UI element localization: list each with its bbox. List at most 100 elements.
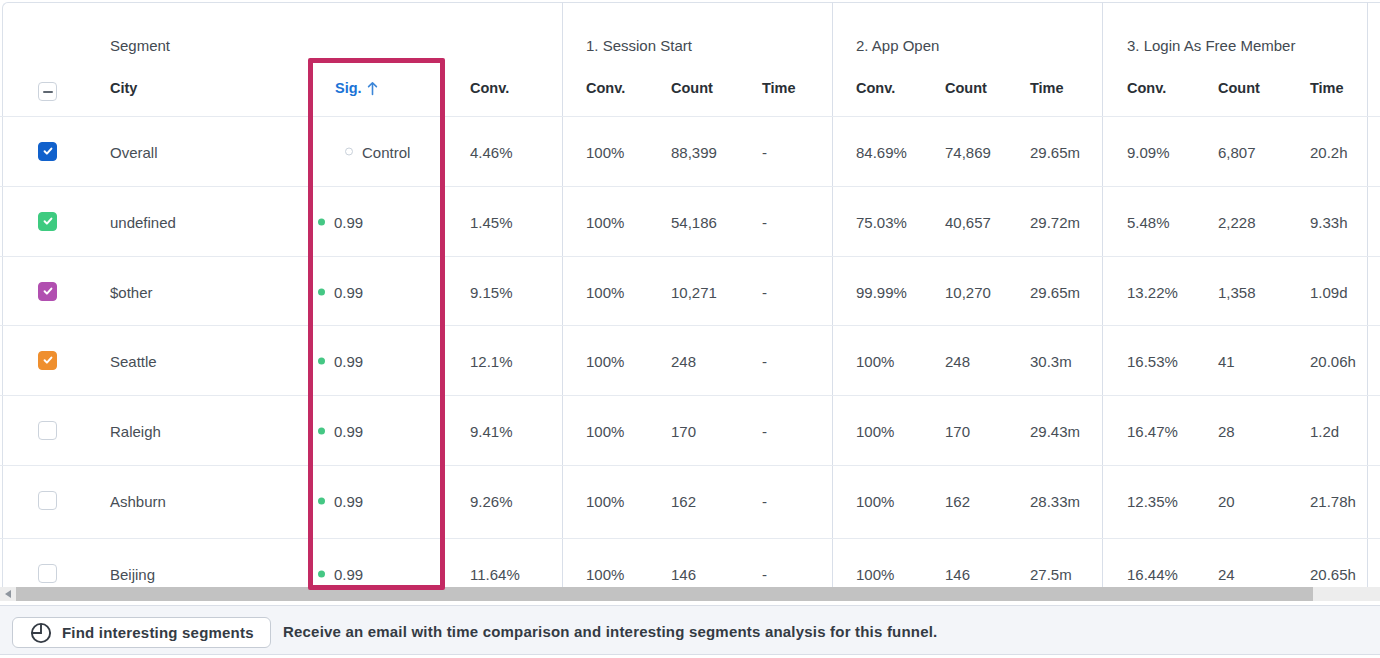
- sig-cell: 0.99: [318, 352, 363, 369]
- step-2-label: 2. App Open: [856, 37, 939, 54]
- table-row[interactable]: undefined 0.99 1.45% 100% 54,186 - 75.03…: [0, 186, 1380, 256]
- step2-count-value: 170: [945, 422, 970, 439]
- sig-label: Sig.: [335, 80, 362, 96]
- footer-message: Receive an email with time comparison an…: [283, 606, 937, 656]
- step2-conv-value: 84.69%: [856, 143, 907, 160]
- step2-count-value: 74,869: [945, 143, 991, 160]
- column-header-city[interactable]: City: [110, 80, 137, 96]
- step2-count-value: 248: [945, 352, 970, 369]
- column-header-step3-count[interactable]: Count: [1218, 80, 1260, 96]
- column-header-conv[interactable]: Conv.: [470, 80, 509, 96]
- table-row[interactable]: Overall Control 4.46% 100% 88,399 - 84.6…: [0, 116, 1380, 186]
- step3-count-value: 41: [1218, 352, 1235, 369]
- step3-conv-value: 9.09%: [1127, 143, 1170, 160]
- step2-time-value: 28.33m: [1030, 492, 1080, 509]
- step1-conv-value: 100%: [586, 492, 624, 509]
- step1-count-value: 248: [671, 352, 696, 369]
- sig-value: 0.99: [334, 283, 363, 300]
- sig-value: 0.99: [334, 422, 363, 439]
- step2-conv-value: 100%: [856, 492, 894, 509]
- column-header-step2-conv[interactable]: Conv.: [856, 80, 895, 96]
- step3-time-value: 21.78h: [1310, 492, 1356, 509]
- segment-city: Seattle: [110, 352, 157, 369]
- step1-time-value: -: [762, 213, 767, 230]
- step2-count-value: 162: [945, 492, 970, 509]
- step1-count-value: 10,271: [671, 283, 717, 300]
- step1-conv-value: 100%: [586, 422, 624, 439]
- select-all-checkbox[interactable]: [38, 82, 57, 101]
- segment-city: $other: [110, 283, 153, 300]
- segment-city: Beijing: [110, 565, 155, 582]
- step1-time-value: -: [762, 283, 767, 300]
- checkmark-icon: [42, 215, 54, 227]
- scroll-left-arrow-icon[interactable]: [5, 590, 11, 598]
- overall-conv-value: 11.64%: [470, 565, 520, 582]
- column-header-step3-conv[interactable]: Conv.: [1127, 80, 1166, 96]
- row-checkbox[interactable]: [38, 142, 57, 161]
- sig-value: 0.99: [334, 565, 363, 582]
- table-row[interactable]: Ashburn 0.99 9.26% 100% 162 - 100% 162 2…: [0, 465, 1380, 535]
- table-header: Segment 1. Session Start 2. App Open 3. …: [0, 0, 1380, 114]
- step3-count-value: 28: [1218, 422, 1235, 439]
- find-interesting-segments-button[interactable]: Find interesting segments: [12, 617, 271, 648]
- step1-count-value: 146: [671, 565, 696, 582]
- step3-time-value: 20.65h: [1310, 565, 1356, 582]
- row-checkbox[interactable]: [38, 351, 57, 370]
- row-checkbox[interactable]: [38, 491, 57, 510]
- table-row[interactable]: Seattle 0.99 12.1% 100% 248 - 100% 248 3…: [0, 325, 1380, 395]
- step1-conv-value: 100%: [586, 213, 624, 230]
- step2-conv-value: 99.99%: [856, 283, 907, 300]
- overall-conv-value: 9.41%: [470, 422, 513, 439]
- step1-conv-value: 100%: [586, 565, 624, 582]
- step1-count-value: 170: [671, 422, 696, 439]
- table-row[interactable]: Raleigh 0.99 9.41% 100% 170 - 100% 170 2…: [0, 395, 1380, 465]
- segment-pie-icon: [29, 621, 53, 645]
- step3-time-value: 1.09d: [1310, 283, 1348, 300]
- column-header-step2-time[interactable]: Time: [1030, 80, 1064, 96]
- step2-time-value: 29.72m: [1030, 213, 1080, 230]
- step1-time-value: -: [762, 422, 767, 439]
- step1-conv-value: 100%: [586, 143, 624, 160]
- sig-cell: 0.99: [318, 492, 363, 509]
- step1-conv-value: 100%: [586, 283, 624, 300]
- sig-cell: 0.99: [318, 283, 363, 300]
- column-header-step3-time[interactable]: Time: [1310, 80, 1344, 96]
- step1-conv-value: 100%: [586, 352, 624, 369]
- step-1-label: 1. Session Start: [586, 37, 692, 54]
- step3-time-value: 1.2d: [1310, 422, 1339, 439]
- row-checkbox[interactable]: [38, 564, 57, 583]
- find-button-label: Find interesting segments: [62, 624, 254, 641]
- sig-dot-icon: [318, 288, 325, 295]
- sig-dot-icon: [318, 427, 325, 434]
- column-header-step1-time[interactable]: Time: [762, 80, 796, 96]
- indeterminate-minus-icon: [43, 91, 53, 93]
- step3-time-value: 20.2h: [1310, 143, 1348, 160]
- step3-count-value: 1,358: [1218, 283, 1256, 300]
- step2-count-value: 146: [945, 565, 970, 582]
- step3-count-value: 2,228: [1218, 213, 1256, 230]
- step3-conv-value: 16.44%: [1127, 565, 1178, 582]
- scrollbar-thumb[interactable]: [16, 587, 1313, 601]
- row-checkbox[interactable]: [38, 282, 57, 301]
- step3-count-value: 24: [1218, 565, 1235, 582]
- sig-cell: 0.99: [318, 565, 363, 582]
- column-header-step2-count[interactable]: Count: [945, 80, 987, 96]
- sort-ascending-icon: [367, 81, 378, 96]
- step1-time-value: -: [762, 352, 767, 369]
- step3-count-value: 6,807: [1218, 143, 1256, 160]
- step1-time-value: -: [762, 565, 767, 582]
- column-header-step1-conv[interactable]: Conv.: [586, 80, 625, 96]
- overall-conv-value: 1.45%: [470, 213, 513, 230]
- sig-value: 0.99: [334, 213, 363, 230]
- row-checkbox[interactable]: [38, 212, 57, 231]
- horizontal-scrollbar[interactable]: [0, 587, 1380, 601]
- column-header-step1-count[interactable]: Count: [671, 80, 713, 96]
- checkmark-icon: [42, 145, 54, 157]
- sig-cell: 0.99: [318, 213, 363, 230]
- table-row[interactable]: $other 0.99 9.15% 100% 10,271 - 99.99% 1…: [0, 256, 1380, 326]
- row-checkbox[interactable]: [38, 421, 57, 440]
- sig-dot-icon: [345, 148, 353, 156]
- sig-value: 0.99: [334, 352, 363, 369]
- column-header-sig[interactable]: Sig.: [335, 80, 378, 96]
- step1-time-value: -: [762, 143, 767, 160]
